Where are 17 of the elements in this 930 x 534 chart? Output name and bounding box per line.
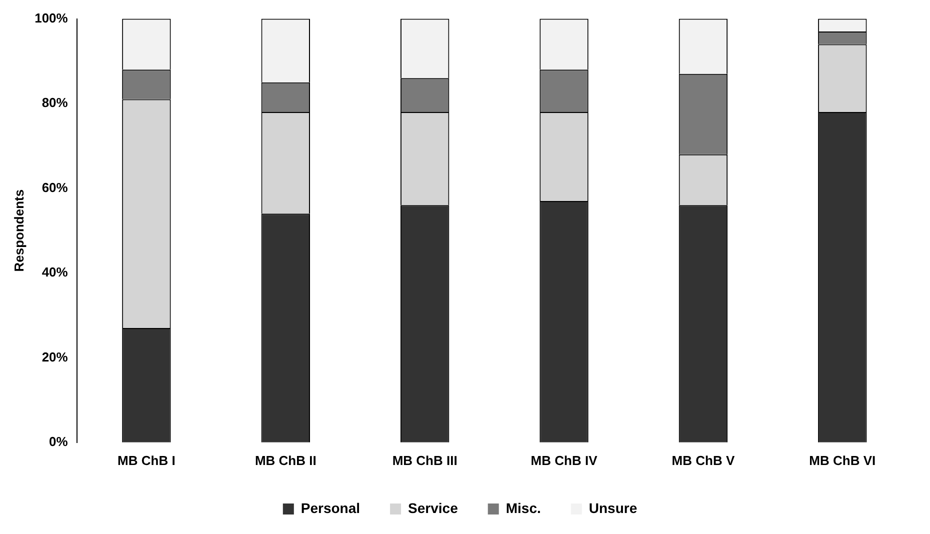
y-tick-label: 60% xyxy=(42,180,68,195)
y-tick-label: 20% xyxy=(42,349,68,364)
legend-label: Personal xyxy=(300,500,360,516)
y-tick-label: 100% xyxy=(34,10,68,26)
x-tick-label: MB ChB II xyxy=(254,452,316,468)
x-tick-label: MB ChB VI xyxy=(809,452,876,468)
y-tick-label: 0% xyxy=(49,434,68,449)
y-tick-label: 80% xyxy=(42,95,68,110)
x-tick-label: MB ChB III xyxy=(392,452,458,468)
y-axis-title: Respondents xyxy=(11,189,26,272)
legend-label: Service xyxy=(408,500,458,516)
y-tick-label: 40% xyxy=(42,264,68,280)
x-tick-label: MB ChB I xyxy=(118,452,176,468)
legend-label: Unsure xyxy=(588,500,638,516)
x-tick-label: MB ChB V xyxy=(672,452,735,468)
legend-label: Misc. xyxy=(506,500,541,516)
x-tick-label: MB ChB IV xyxy=(530,452,598,468)
